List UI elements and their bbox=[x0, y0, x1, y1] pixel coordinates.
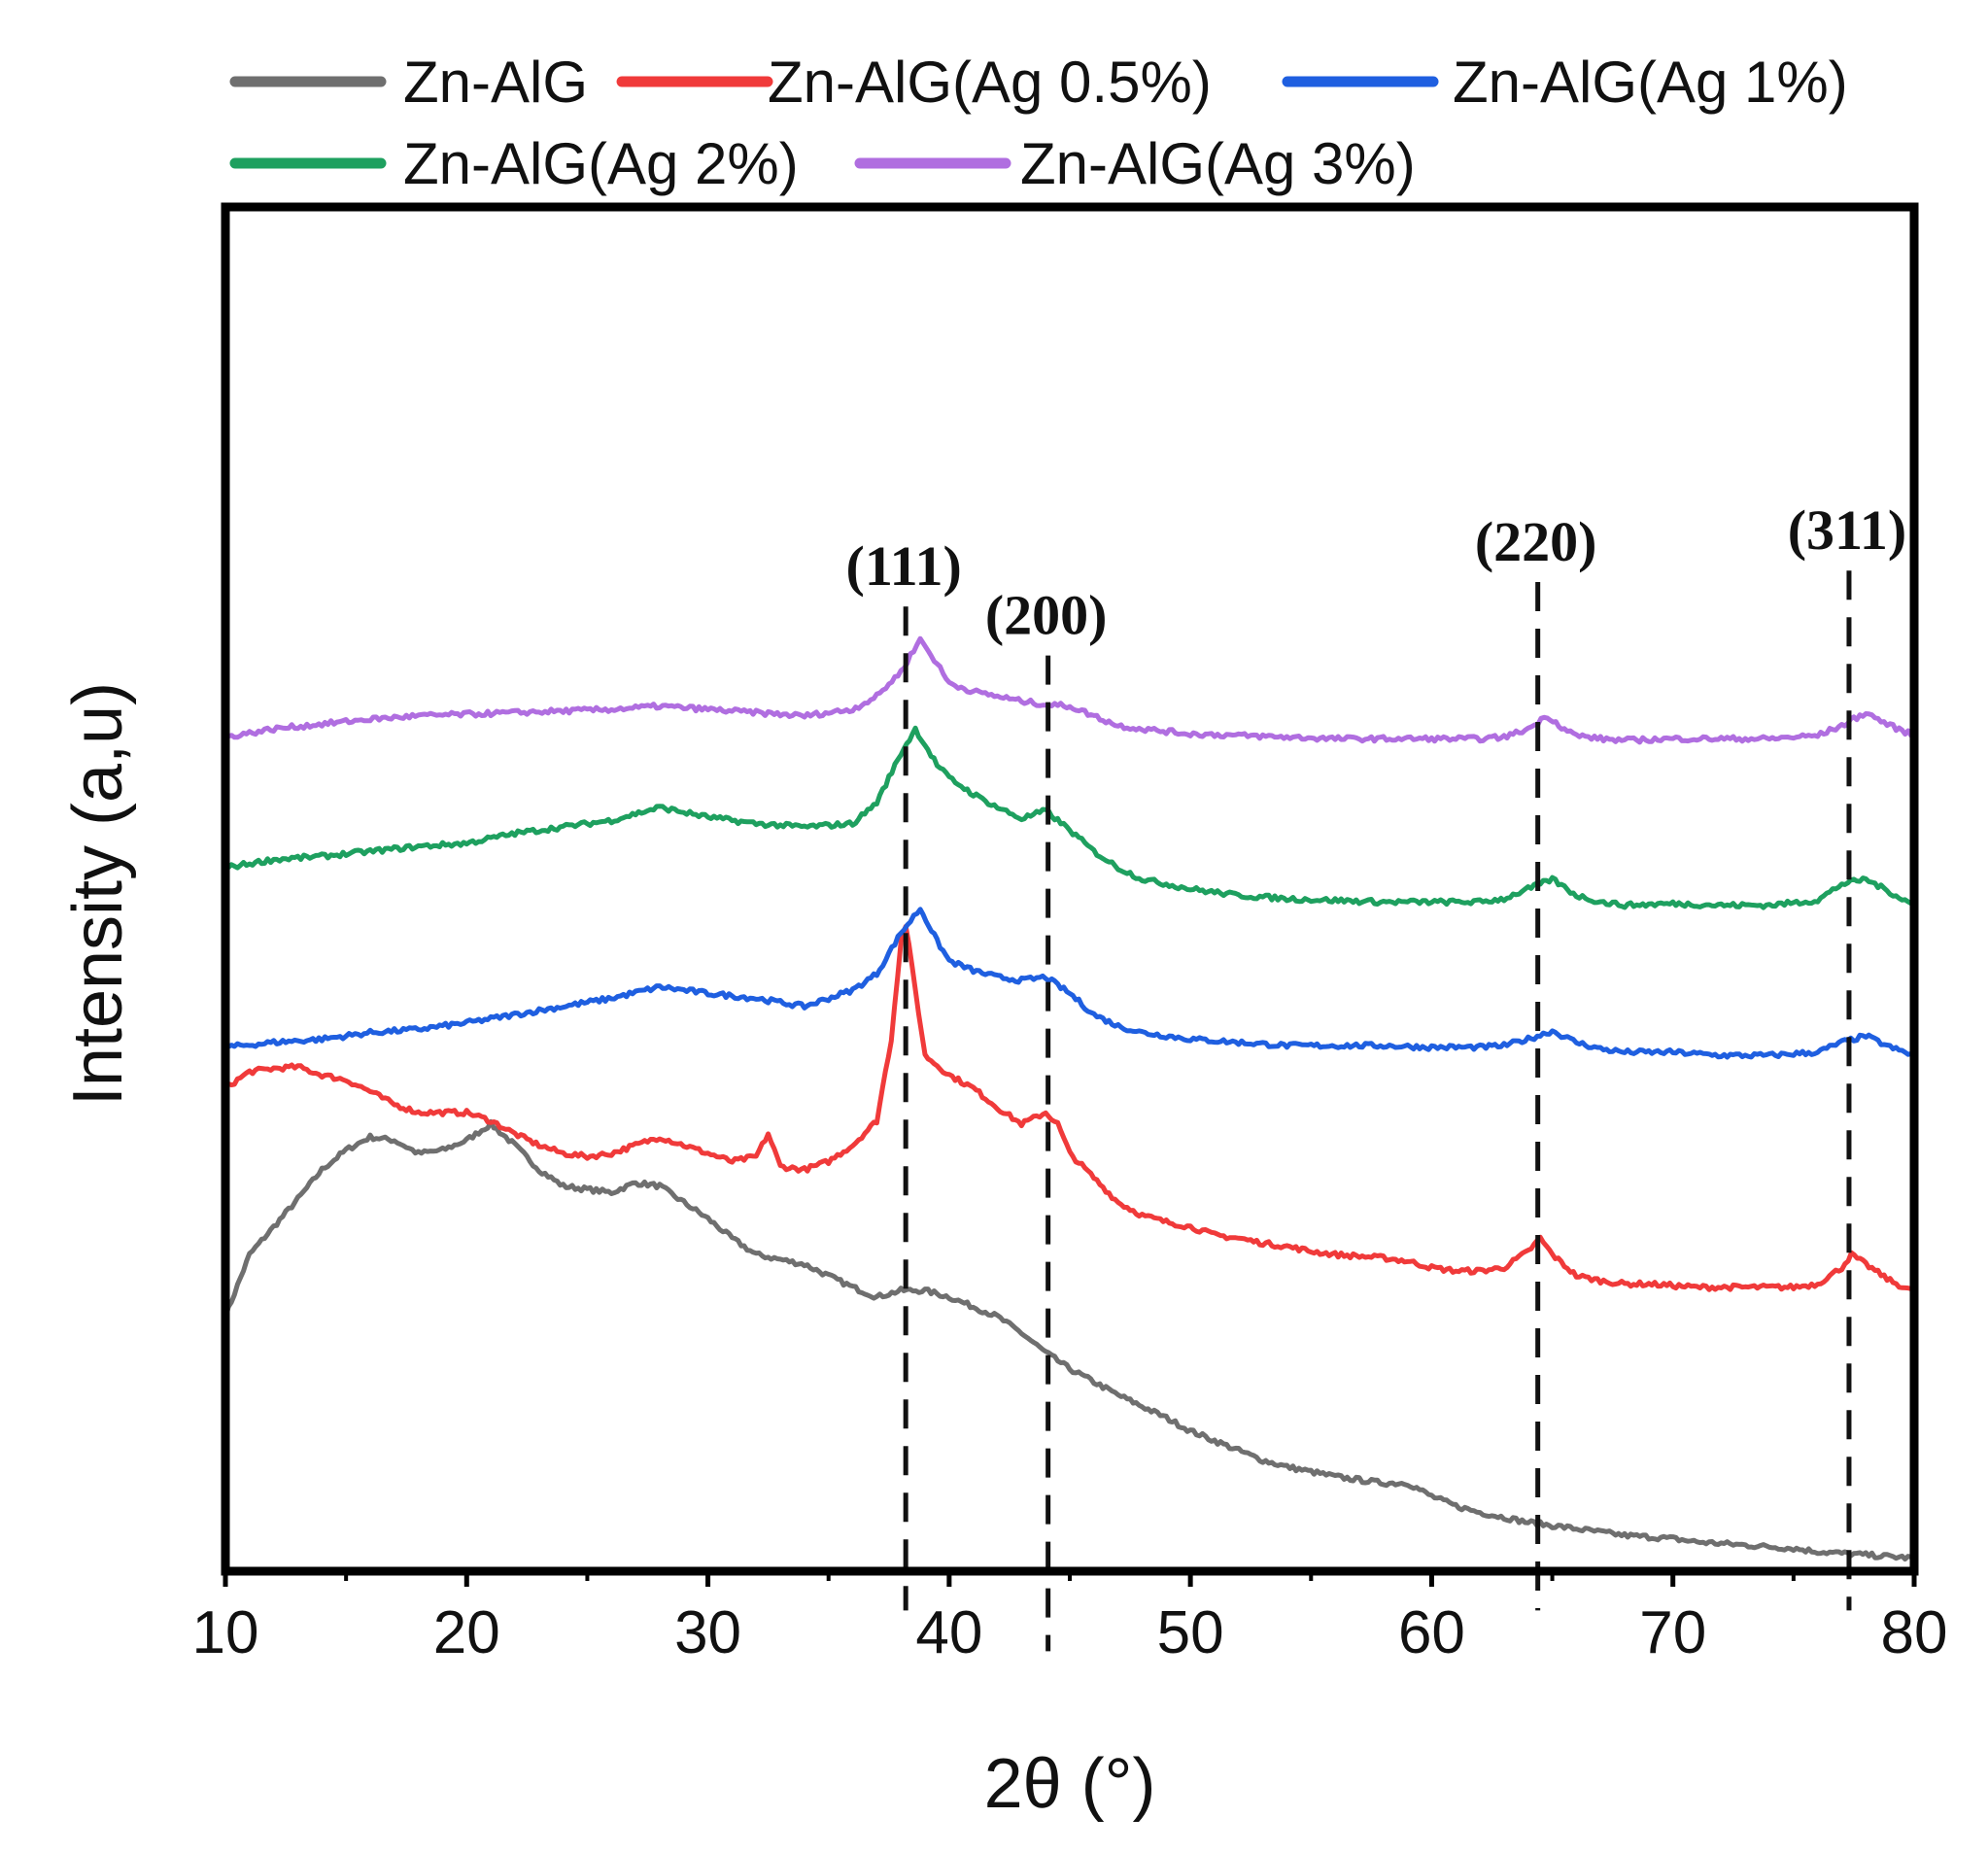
series-line-0 bbox=[223, 1118, 1917, 1562]
peak-label-0: (111) bbox=[846, 534, 962, 598]
series-line-3 bbox=[223, 725, 1917, 910]
legend-label-4: Zn-AlG(Ag 3%) bbox=[1020, 131, 1416, 196]
series-line-1 bbox=[223, 923, 1917, 1295]
legend: Zn-AlG Zn-AlG(Ag 0.5%) Zn-AlG(Ag 1%) Zn-AlG… bbox=[229, 50, 1848, 196]
legend-label-3: Zn-AlG(Ag 2%) bbox=[403, 131, 799, 196]
series-line-2 bbox=[223, 907, 1917, 1060]
x-tick-label-4: 50 bbox=[1157, 1599, 1224, 1666]
peak-markers: (111) (200) (220) (311) bbox=[846, 498, 1906, 1652]
peak-label-1: (200) bbox=[985, 584, 1108, 647]
series-line-4 bbox=[223, 635, 1917, 745]
legend-label-1: Zn-AlG(Ag 0.5%) bbox=[768, 50, 1212, 115]
peak-label-2: (220) bbox=[1475, 510, 1597, 573]
x-tick-label-5: 60 bbox=[1398, 1599, 1465, 1666]
series-layer bbox=[223, 635, 1917, 1562]
x-tick-label-1: 20 bbox=[433, 1599, 500, 1666]
peak-label-3: (311) bbox=[1788, 498, 1906, 562]
x-tick-label-7: 80 bbox=[1881, 1599, 1948, 1666]
x-tick-label-3: 40 bbox=[915, 1599, 982, 1666]
x-axis-title: 2θ (°) bbox=[984, 1745, 1156, 1823]
legend-label-2: Zn-AlG(Ag 1%) bbox=[1453, 50, 1848, 115]
x-tick-label-6: 70 bbox=[1639, 1599, 1706, 1666]
x-tick-label-0: 10 bbox=[192, 1599, 259, 1666]
legend-label-0: Zn-AlG bbox=[403, 50, 588, 115]
y-axis-title: Intensity (a,u) bbox=[59, 682, 137, 1106]
x-tick-label-2: 30 bbox=[674, 1599, 741, 1666]
x-axis: 10 20 30 40 50 60 70 80 bbox=[192, 1571, 1948, 1666]
